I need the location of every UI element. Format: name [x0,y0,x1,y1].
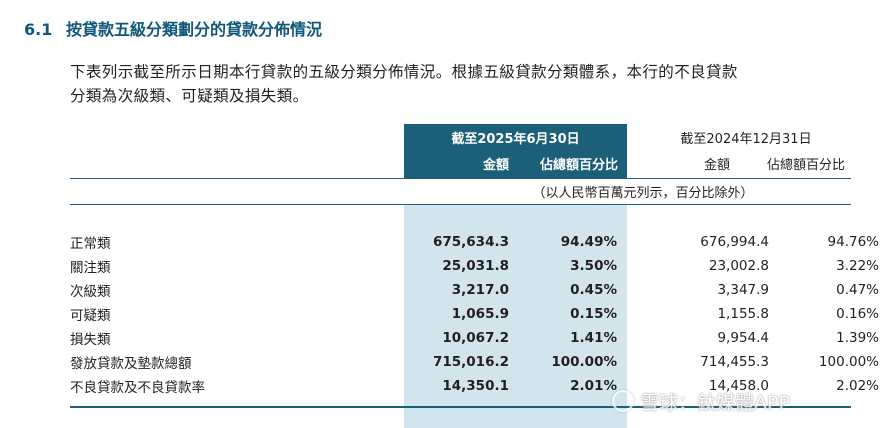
current-percent-cell: 94.49% [560,234,617,250]
table-row: 可疑類 1,065.9 0.15% 1,155.8 0.16% [70,302,879,326]
row-label: 可疑類 [70,308,111,324]
current-percent-cell: 0.15% [570,306,617,322]
prior-period-label: 截至2024年12月31日 [680,132,812,147]
table-row: 關注類 25,031.8 3.50% 23,002.8 3.22% [70,254,879,278]
prior-percent-header: 佔總額百分比 [766,158,845,173]
unit-rule [70,204,851,205]
table-row: 發放貸款及墊款總額 715,016.2 100.00% 714,455.3 100.00… [70,350,879,374]
row-label: 關注類 [70,260,111,276]
current-period-header-band [404,124,627,178]
intro-line-2: 分類為次級類、可疑類及損失類。 [70,87,309,105]
current-percent-cell: 3.50% [570,258,617,274]
prior-amount-cell: 23,002.8 [708,258,769,274]
current-amount-cell: 1,065.9 [451,306,509,322]
current-amount-cell: 14,350.1 [442,378,509,394]
prior-amount-cell: 14,458.0 [708,378,769,394]
current-amount-cell: 25,031.8 [442,258,509,274]
current-period-label: 截至2025年6月30日 [451,132,580,147]
watermark-text: 雪球：鈦媒體APP [640,392,790,414]
row-label: 損失類 [70,332,111,348]
unit-note: （以人民幣百萬元列示，百分比除外） [532,186,754,201]
prior-percent-cell: 0.16% [836,306,879,322]
prior-amount-cell: 9,954.4 [717,330,769,346]
table-row: 次級類 3,217.0 0.45% 3,347.9 0.47% [70,278,879,302]
section-heading: 6.1 按貸款五級分類劃分的貸款分佈情況 [24,16,322,40]
section-number: 6.1 [24,20,53,39]
table-row: 正常類 675,634.3 94.49% 676,994.4 94.76% [70,230,879,254]
prior-amount-cell: 1,155.8 [717,306,769,322]
intro-line-1: 下表列示截至所示日期本行貸款的五級分類分佈情況。根據五級貸款分類體系，本行的不良… [70,63,738,81]
snowball-logo-icon [612,390,634,412]
prior-percent-cell: 0.47% [836,282,879,298]
current-amount-cell: 675,634.3 [432,234,509,250]
intro-paragraph: 下表列示截至所示日期本行貸款的五級分類分佈情況。根據五級貸款分類體系，本行的不良… [70,60,860,108]
section-title: 按貸款五級分類劃分的貸款分佈情況 [66,20,323,39]
row-label: 不良貸款及不良貸款率 [70,380,205,396]
current-amount-cell: 10,067.2 [442,330,509,346]
prior-percent-cell: 94.76% [827,234,879,250]
prior-percent-cell: 2.02% [836,378,879,394]
current-percent-header: 佔總額百分比 [539,158,618,173]
prior-percent-cell: 1.39% [836,330,879,346]
current-percent-cell: 2.01% [570,378,617,394]
current-percent-cell: 100.00% [551,354,617,370]
table-row: 損失類 10,067.2 1.41% 9,954.4 1.39% [70,326,879,350]
prior-amount-cell: 714,455.3 [700,354,769,370]
current-percent-cell: 0.45% [570,282,617,298]
prior-amount-header: 金額 [703,158,730,173]
row-label: 正常類 [70,236,111,252]
prior-amount-cell: 3,347.9 [717,282,769,298]
current-period-column-band [404,204,627,428]
current-amount-header: 金額 [482,158,509,173]
watermark: 雪球：鈦媒體APP [612,388,790,415]
row-label: 發放貸款及墊款總額 [70,356,192,372]
prior-percent-cell: 100.00% [818,354,879,370]
header-rule [70,178,851,179]
table-row: 不良貸款及不良貸款率 14,350.1 2.01% 14,458.0 2.02% [70,374,879,398]
prior-percent-cell: 3.22% [836,258,879,274]
current-amount-cell: 715,016.2 [432,354,509,370]
row-label: 次級類 [70,284,111,300]
prior-amount-cell: 676,994.4 [700,234,769,250]
loan-classification-table: 正常類 675,634.3 94.49% 676,994.4 94.76% 關注類 25,0… [70,230,879,398]
table-bottom-rule [70,406,851,408]
current-amount-cell: 3,217.0 [451,282,509,298]
current-percent-cell: 1.41% [570,330,617,346]
